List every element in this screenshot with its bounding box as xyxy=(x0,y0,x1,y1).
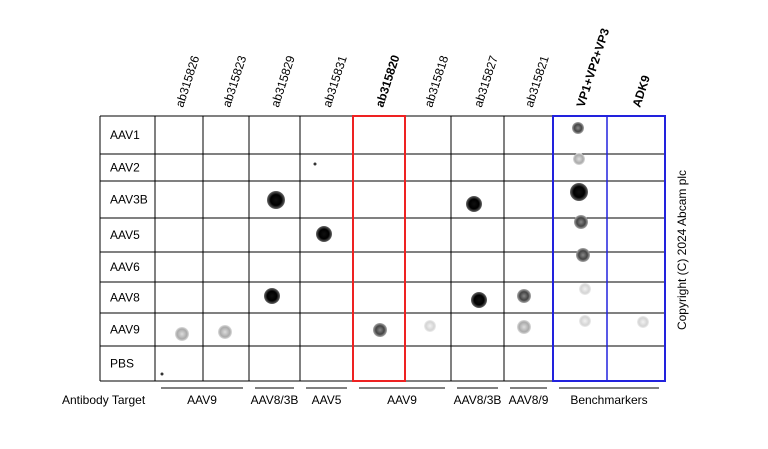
dots xyxy=(160,122,649,376)
row-label: AAV1 xyxy=(110,128,140,142)
target-label: Benchmarkers xyxy=(570,393,647,407)
target-label: AAV9 xyxy=(187,393,217,407)
column-label: ab315818 xyxy=(422,54,452,109)
row-label: PBS xyxy=(110,357,134,371)
column-label: ab315823 xyxy=(220,54,250,109)
row-label: AAV3B xyxy=(110,193,148,207)
dot xyxy=(466,196,482,212)
column-label: ab315829 xyxy=(268,54,298,109)
dot xyxy=(570,183,588,201)
highlight-box xyxy=(352,115,406,382)
dot xyxy=(517,289,531,303)
target-label: AAV8/9 xyxy=(509,393,549,407)
row-label: AAV5 xyxy=(110,228,140,242)
speck xyxy=(313,162,317,166)
column-label: ab315827 xyxy=(471,54,501,109)
column-label: ab315826 xyxy=(173,54,203,109)
target-axis-label: Antibody Target xyxy=(62,393,146,407)
highlight-box xyxy=(552,115,666,382)
dot xyxy=(471,292,487,308)
dot xyxy=(316,226,332,242)
dot xyxy=(579,315,591,327)
column-label: ab315820 xyxy=(373,53,403,109)
target-label: AAV9 xyxy=(387,393,417,407)
target-label: AAV8/3B xyxy=(251,393,299,407)
row-label: AAV2 xyxy=(110,161,140,175)
column-label: VP1+VP2+VP3 xyxy=(574,26,613,109)
dot xyxy=(576,248,590,262)
dot xyxy=(573,153,585,165)
column-label: ADK9 xyxy=(630,73,654,109)
dot xyxy=(579,283,591,295)
dot xyxy=(218,325,232,339)
blot-grid: AAV1 AAV2 AAV3B AAV5 AAV6 AAV8 AAV9 PBS xyxy=(99,115,666,382)
dot xyxy=(175,327,189,341)
speck xyxy=(160,372,164,376)
column-label: ab315821 xyxy=(522,54,552,109)
target-label: AAV8/3B xyxy=(454,393,502,407)
row-label: AAV6 xyxy=(110,260,140,274)
dot xyxy=(373,323,387,337)
dot xyxy=(264,288,280,304)
dot xyxy=(637,316,649,328)
target-label: AAV5 xyxy=(312,393,342,407)
dot xyxy=(517,320,531,334)
copyright: Copyright (C) 2024 Abcam plc xyxy=(675,170,689,330)
dot xyxy=(267,191,285,209)
row-label: AAV9 xyxy=(110,323,140,337)
dot xyxy=(424,320,436,332)
column-label: ab315831 xyxy=(320,54,350,109)
dot xyxy=(572,122,584,134)
row-label: AAV8 xyxy=(110,291,140,305)
dot xyxy=(574,215,588,229)
